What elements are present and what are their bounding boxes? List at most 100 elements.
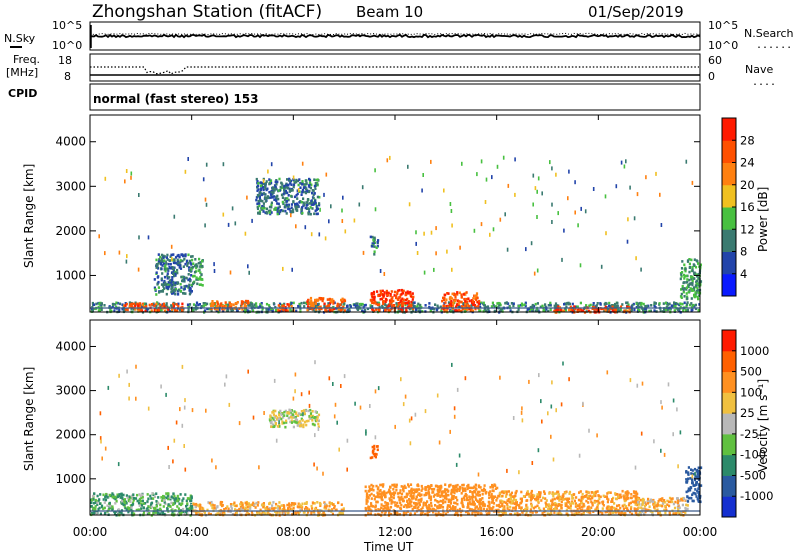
heatmap-cell [195,266,198,270]
heatmap-cell [201,259,204,263]
heatmap-cell [513,498,516,501]
heatmap-cell [131,497,134,501]
heatmap-cell [635,306,638,309]
heatmap-cell [310,299,313,303]
heatmap-cell [94,505,97,508]
heatmap-cell [284,209,287,213]
heatmap-cell [242,509,245,512]
colorbar-segment [722,162,736,186]
heatmap-cell [177,304,180,308]
heatmap-cell [279,416,282,419]
heatmap-cell [118,493,121,496]
heatmap-cell [115,301,118,305]
heatmap-cell [167,503,170,506]
heatmap-cell [534,302,537,306]
heatmap-cell [641,501,644,504]
heatmap-cell [274,206,278,210]
heatmap-cell [296,414,299,417]
heatmap-cell [428,496,431,500]
heatmap-cell [576,504,579,508]
heatmap-cell [619,506,622,510]
heatmap-cell [410,500,413,503]
heatmap-cell [104,446,107,451]
heatmap-cell [581,492,584,496]
heatmap-cell [622,507,625,511]
heatmap-cell [674,512,678,515]
heatmap-cell [580,309,583,312]
heatmap-cell [470,301,474,305]
heatmap-cell [436,304,439,308]
heatmap-cell [274,187,277,191]
heatmap-cell [295,224,297,229]
heatmap-cell [118,494,121,498]
heatmap-cell [340,384,342,388]
heatmap-cell [680,275,683,278]
heatmap-cell [461,483,464,487]
heatmap-cell [626,301,629,304]
heatmap-cell [98,302,101,305]
heatmap-cell [478,309,481,312]
heatmap-cell [280,181,283,185]
heatmap-cell [153,286,156,290]
heatmap-cell [466,485,469,488]
heatmap-cell [545,308,548,311]
heatmap-cell [248,513,251,516]
heatmap-cell [412,488,415,491]
heatmap-cell [411,497,414,500]
heatmap-cell [179,267,183,270]
colorbar-segment [722,118,736,141]
heatmap-cell [389,301,392,305]
heatmap-cell [427,491,430,494]
heatmap-cell [585,493,588,497]
heatmap-cell [450,300,453,303]
heatmap-cell [297,183,300,187]
heatmap-cell [190,274,193,277]
heatmap-cell [208,307,211,311]
heatmap-cell [126,369,128,374]
heatmap-cell [289,303,292,307]
heatmap-cell [247,264,249,269]
heatmap-cell [367,507,370,510]
heatmap-cell [685,481,688,484]
heatmap-cell [673,303,676,307]
heatmap-cell [639,498,642,502]
heatmap-cell [414,506,417,509]
heatmap-cell [488,507,491,510]
heatmap-cell [189,288,192,291]
heatmap-cell [387,304,390,307]
heatmap-cell [579,263,582,268]
heatmap-cell [170,290,174,293]
heatmap-cell [599,510,602,514]
heatmap-cell [640,305,643,309]
heatmap-cell [276,212,279,216]
heatmap-cell [190,263,193,266]
heatmap-cell [612,510,616,514]
heatmap-cell [647,508,650,512]
heatmap-cell [472,500,475,504]
heatmap-cell [164,264,167,267]
heatmap-cell [277,209,280,212]
heatmap-cell [233,504,236,508]
heatmap-cell [611,309,614,313]
heatmap-cell [557,211,559,216]
heatmap-cell [342,305,345,309]
heatmap-cell [471,490,474,494]
heatmap-cell [160,308,163,312]
heatmap-cell [479,507,482,511]
heatmap-cell [346,438,349,443]
heatmap-cell [266,195,270,198]
heatmap-cell [157,501,160,505]
heatmap-cell [462,496,465,499]
heatmap-cell [502,155,505,160]
heatmap-cell [401,308,404,311]
heatmap-cell [286,303,289,306]
heatmap-cell [567,301,570,305]
heatmap-cell [150,497,153,500]
heatmap-cell [597,494,600,497]
heatmap-cell [167,283,170,286]
heatmap-cell [184,262,187,266]
heatmap-cell [136,499,139,503]
heatmap-cell [478,501,481,504]
heatmap-cell [626,497,629,501]
heatmap-cell [287,416,290,420]
